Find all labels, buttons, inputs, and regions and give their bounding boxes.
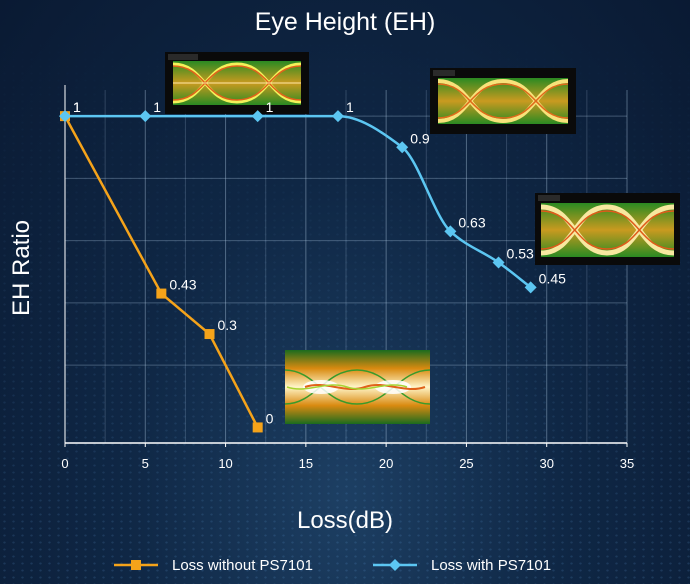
data-label: 1 <box>73 99 81 115</box>
legend-item-with-ps7101: Loss with PS7101 <box>373 553 551 577</box>
y-axis-title: EH Ratio <box>8 220 35 316</box>
x-tick-label: 10 <box>218 456 232 471</box>
x-tick-label: 25 <box>459 456 473 471</box>
data-label: 0.53 <box>507 245 534 261</box>
x-tick-label: 5 <box>142 456 149 471</box>
x-axis-title: Loss(dB) <box>297 507 393 534</box>
series-line <box>63 115 259 429</box>
x-tick-label: 20 <box>379 456 393 471</box>
x-tick-label: 0 <box>61 456 68 471</box>
data-label: 0.9 <box>410 130 430 146</box>
data-point-diamond <box>524 281 537 294</box>
eye-diagram-image <box>430 68 576 134</box>
x-tick-label: 30 <box>539 456 553 471</box>
data-label: 1 <box>266 99 274 115</box>
legend-square-marker-icon <box>114 560 158 570</box>
data-label: 0.45 <box>539 270 566 286</box>
eye-diagram-image <box>535 193 680 265</box>
data-point-square <box>252 422 263 433</box>
data-point-diamond <box>139 110 152 123</box>
legend-item-without-ps7101: Loss without PS7101 <box>114 553 313 577</box>
data-label: 1 <box>73 99 81 115</box>
eye-diagram-image <box>165 52 309 114</box>
legend-label: Loss with PS7101 <box>431 556 552 574</box>
x-tick-label: 35 <box>620 456 634 471</box>
data-label: 0.3 <box>218 317 238 333</box>
series-layer: 10.430.301 1 1 10.90.630.530.45 <box>59 99 566 433</box>
x-tick-label: 15 <box>299 456 313 471</box>
data-label: 0.63 <box>458 214 485 230</box>
legend: Loss without PS7101 Loss with PS7101 <box>0 553 690 577</box>
axes <box>64 85 627 444</box>
data-point-diamond <box>331 110 344 123</box>
data-label: 0 <box>266 410 274 426</box>
legend-label: Loss without PS7101 <box>172 556 313 574</box>
data-point-diamond <box>251 110 264 123</box>
data-point-square <box>156 288 167 299</box>
data-label: 1 <box>153 99 161 115</box>
legend-diamond-marker-icon <box>373 559 417 571</box>
data-label: 1 <box>346 99 354 115</box>
eye-diagram-image <box>284 350 431 424</box>
data-point-square <box>204 329 215 340</box>
data-point-diamond <box>396 141 409 154</box>
x-tick-labels: 0 5 10 15 20 25 30 35 <box>61 443 634 471</box>
series-line <box>64 114 532 289</box>
data-point-diamond <box>59 110 71 123</box>
data-label: 0.43 <box>169 277 196 293</box>
data-point-diamond <box>444 225 457 238</box>
chart-title: Eye Height (EH) <box>255 8 436 36</box>
data-point-diamond <box>492 256 505 269</box>
